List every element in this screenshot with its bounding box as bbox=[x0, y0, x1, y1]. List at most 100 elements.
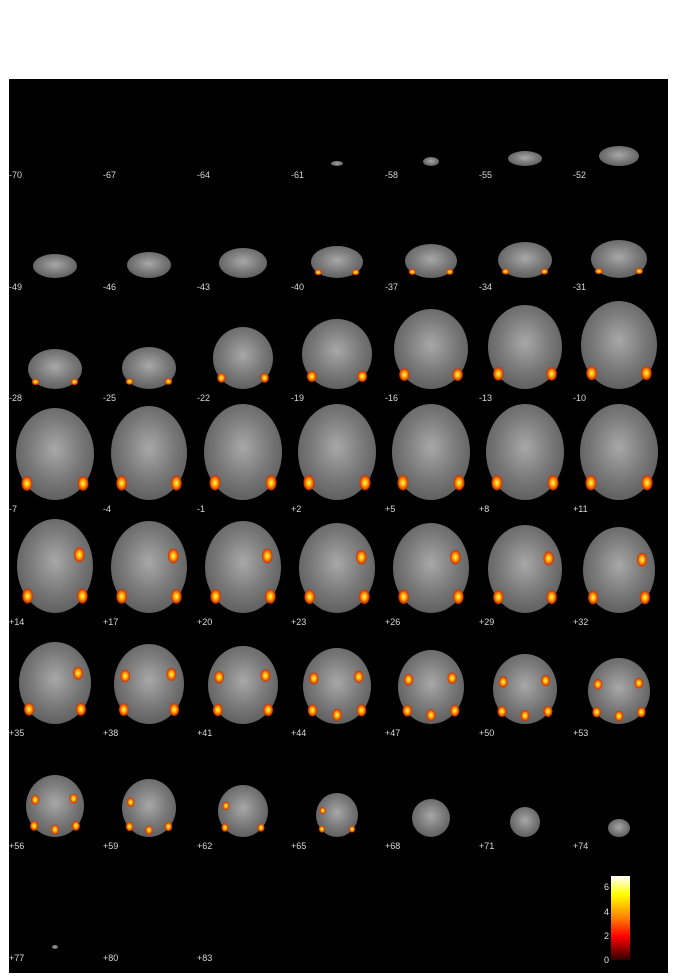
activation-blob bbox=[354, 670, 364, 683]
activation-blob bbox=[641, 475, 653, 491]
activation-blob bbox=[546, 367, 557, 381]
activation-blob bbox=[77, 588, 88, 604]
slice-label: -16 bbox=[385, 393, 399, 403]
slice-label: -67 bbox=[103, 170, 117, 180]
activation-blob bbox=[493, 367, 504, 381]
activation-blob bbox=[265, 475, 277, 491]
activation-blob bbox=[497, 705, 507, 718]
brain-slice bbox=[392, 404, 470, 500]
activation-blob bbox=[168, 548, 179, 564]
slice-label: +29 bbox=[479, 617, 495, 627]
slice-label: -37 bbox=[385, 282, 399, 292]
slice-montage-panel: -70 -67 -64 -61 -58 -55 -52 -49 -46 -43 -40 -37 -34-… bbox=[9, 79, 668, 973]
slice-label: +17 bbox=[103, 617, 119, 627]
brain-slice bbox=[498, 242, 552, 278]
activation-blob bbox=[501, 268, 510, 275]
brain-slice bbox=[28, 349, 82, 389]
brain-slice bbox=[114, 644, 184, 724]
activation-blob bbox=[403, 673, 414, 686]
activation-blob bbox=[70, 378, 79, 385]
activation-blob bbox=[319, 807, 326, 815]
activation-blob bbox=[447, 672, 457, 685]
slice-label: +59 bbox=[103, 841, 119, 851]
slice-label: -70 bbox=[9, 170, 23, 180]
slice-label: -46 bbox=[103, 282, 117, 292]
slice-label: -1 bbox=[197, 504, 206, 514]
brain-slice bbox=[298, 404, 376, 500]
activation-blob bbox=[450, 704, 460, 717]
brain-slice bbox=[205, 521, 281, 613]
slice-label: +11 bbox=[573, 504, 588, 514]
slice-label: -34 bbox=[479, 282, 493, 292]
brain-slice bbox=[583, 527, 655, 613]
colorbar-tick-0: 0 bbox=[603, 955, 609, 965]
activation-blob bbox=[546, 590, 557, 605]
brain-slices-canvas bbox=[16, 146, 658, 949]
slice-label: +20 bbox=[197, 617, 213, 627]
slice-label: -13 bbox=[479, 393, 493, 403]
activation-blob bbox=[594, 268, 603, 275]
activation-blob bbox=[637, 552, 648, 567]
slice-label: +83 bbox=[197, 953, 213, 963]
activation-blob bbox=[71, 820, 80, 831]
brain-slice bbox=[311, 246, 363, 278]
brain-slice bbox=[488, 305, 562, 389]
activation-blob bbox=[585, 475, 597, 491]
brain-slice bbox=[398, 650, 464, 724]
slice-label: -49 bbox=[9, 282, 23, 292]
slice-label: +8 bbox=[479, 504, 490, 514]
slice-label: -25 bbox=[103, 393, 117, 403]
activation-blob bbox=[265, 589, 276, 604]
slice-label: -19 bbox=[291, 393, 305, 403]
slice-label: +68 bbox=[385, 841, 401, 851]
brain-slice bbox=[122, 347, 176, 389]
brain-slice bbox=[394, 309, 468, 389]
brain-slice bbox=[299, 523, 375, 613]
brain-slice bbox=[33, 254, 77, 278]
colorbar-tick-2: 2 bbox=[603, 931, 609, 941]
slice-label: +5 bbox=[385, 504, 396, 514]
activation-blob bbox=[453, 475, 465, 491]
slice-label: +62 bbox=[197, 841, 213, 851]
activation-blob bbox=[593, 679, 603, 690]
colorbar-tick-6: 6 bbox=[603, 882, 609, 892]
activation-blob bbox=[357, 370, 368, 382]
brain-slice bbox=[111, 406, 187, 500]
activation-blob bbox=[221, 823, 229, 832]
slice-label: -52 bbox=[573, 170, 587, 180]
activation-blob bbox=[332, 708, 342, 721]
activation-blob bbox=[166, 668, 177, 681]
activation-blob bbox=[306, 370, 317, 382]
activation-blob bbox=[639, 590, 650, 605]
activation-blob bbox=[217, 372, 226, 383]
activation-blob bbox=[77, 476, 89, 491]
brain-slice bbox=[111, 521, 187, 613]
activation-blob bbox=[399, 368, 410, 381]
activation-blob bbox=[31, 794, 40, 805]
activation-blob bbox=[493, 590, 504, 605]
slice-label: +23 bbox=[291, 617, 307, 627]
slice-label: -7 bbox=[9, 504, 18, 514]
slice-label: +44 bbox=[291, 728, 307, 738]
activation-blob bbox=[520, 710, 530, 722]
activation-blob bbox=[118, 703, 129, 716]
activation-blob bbox=[307, 704, 318, 717]
activation-blob bbox=[120, 669, 131, 683]
activation-blob bbox=[318, 825, 325, 833]
activation-blob bbox=[491, 475, 503, 491]
activation-blob bbox=[164, 821, 173, 832]
activation-blob bbox=[540, 268, 549, 275]
slice-label: -43 bbox=[197, 282, 211, 292]
brain-slice bbox=[213, 327, 273, 389]
brain-slice bbox=[591, 240, 647, 278]
activation-blob bbox=[260, 372, 269, 383]
activation-blob bbox=[635, 268, 644, 275]
brain-slice bbox=[486, 404, 564, 500]
activation-blob bbox=[171, 589, 182, 604]
activation-blob bbox=[257, 823, 265, 832]
activation-blob bbox=[426, 709, 436, 722]
activation-blob bbox=[75, 702, 86, 716]
activation-blob bbox=[634, 677, 644, 689]
activation-blob bbox=[397, 475, 409, 491]
activation-blob bbox=[359, 475, 371, 491]
